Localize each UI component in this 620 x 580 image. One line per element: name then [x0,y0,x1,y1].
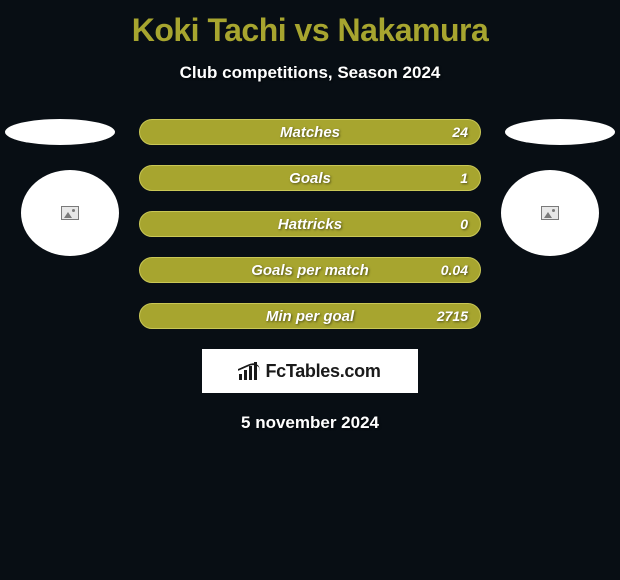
stats-bars: Matches 24 Goals 1 Hattricks 0 Goals per… [139,119,481,329]
stat-value: 0.04 [441,262,468,278]
stat-bar: Matches 24 [139,119,481,145]
stat-bar: Min per goal 2715 [139,303,481,329]
image-placeholder-icon [61,206,79,220]
stat-label: Goals per match [251,262,369,279]
brand-text: FcTables.com [265,361,380,382]
stat-bar: Hattricks 0 [139,211,481,237]
left-ellipse [5,119,115,145]
date-label: 5 november 2024 [0,413,620,433]
page-subtitle: Club competitions, Season 2024 [0,63,620,83]
comparison-area: Matches 24 Goals 1 Hattricks 0 Goals per… [0,119,620,329]
bars-chart-icon [239,362,261,380]
stat-bar: Goals per match 0.04 [139,257,481,283]
brand-logo: FcTables.com [202,349,418,393]
stat-label: Goals [289,170,331,187]
page-title: Koki Tachi vs Nakamura [0,0,620,49]
left-player-avatar [21,170,119,256]
image-placeholder-icon [541,206,559,220]
stat-label: Matches [280,124,340,141]
right-player-avatar [501,170,599,256]
stat-value: 0 [460,216,468,232]
right-ellipse [505,119,615,145]
stat-bar: Goals 1 [139,165,481,191]
stat-value: 2715 [437,308,468,324]
stat-value: 24 [452,124,468,140]
stat-label: Min per goal [266,308,354,325]
stat-label: Hattricks [278,216,342,233]
stat-value: 1 [460,170,468,186]
